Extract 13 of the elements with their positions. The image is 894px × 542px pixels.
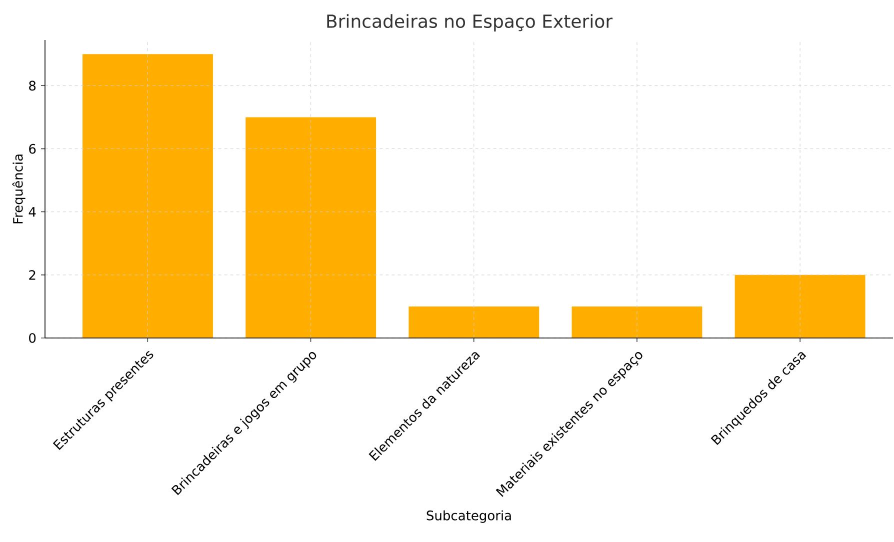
chart-title: Brincadeiras no Espaço Exterior bbox=[327, 14, 613, 32]
y-tick-label: 4 bbox=[28, 207, 36, 217]
bar bbox=[734, 274, 866, 338]
x-axis-title: Subcategoria bbox=[426, 510, 511, 523]
y-axis-title: Frequência bbox=[12, 154, 26, 224]
y-tick-label: 8 bbox=[29, 80, 36, 91]
bar bbox=[82, 54, 213, 338]
bar bbox=[572, 306, 702, 338]
y-tick-label: 2 bbox=[29, 270, 36, 280]
y-tick-label: 0 bbox=[29, 333, 36, 343]
bar bbox=[408, 306, 540, 338]
bar bbox=[246, 117, 376, 338]
y-tick-label: 6 bbox=[29, 144, 36, 154]
